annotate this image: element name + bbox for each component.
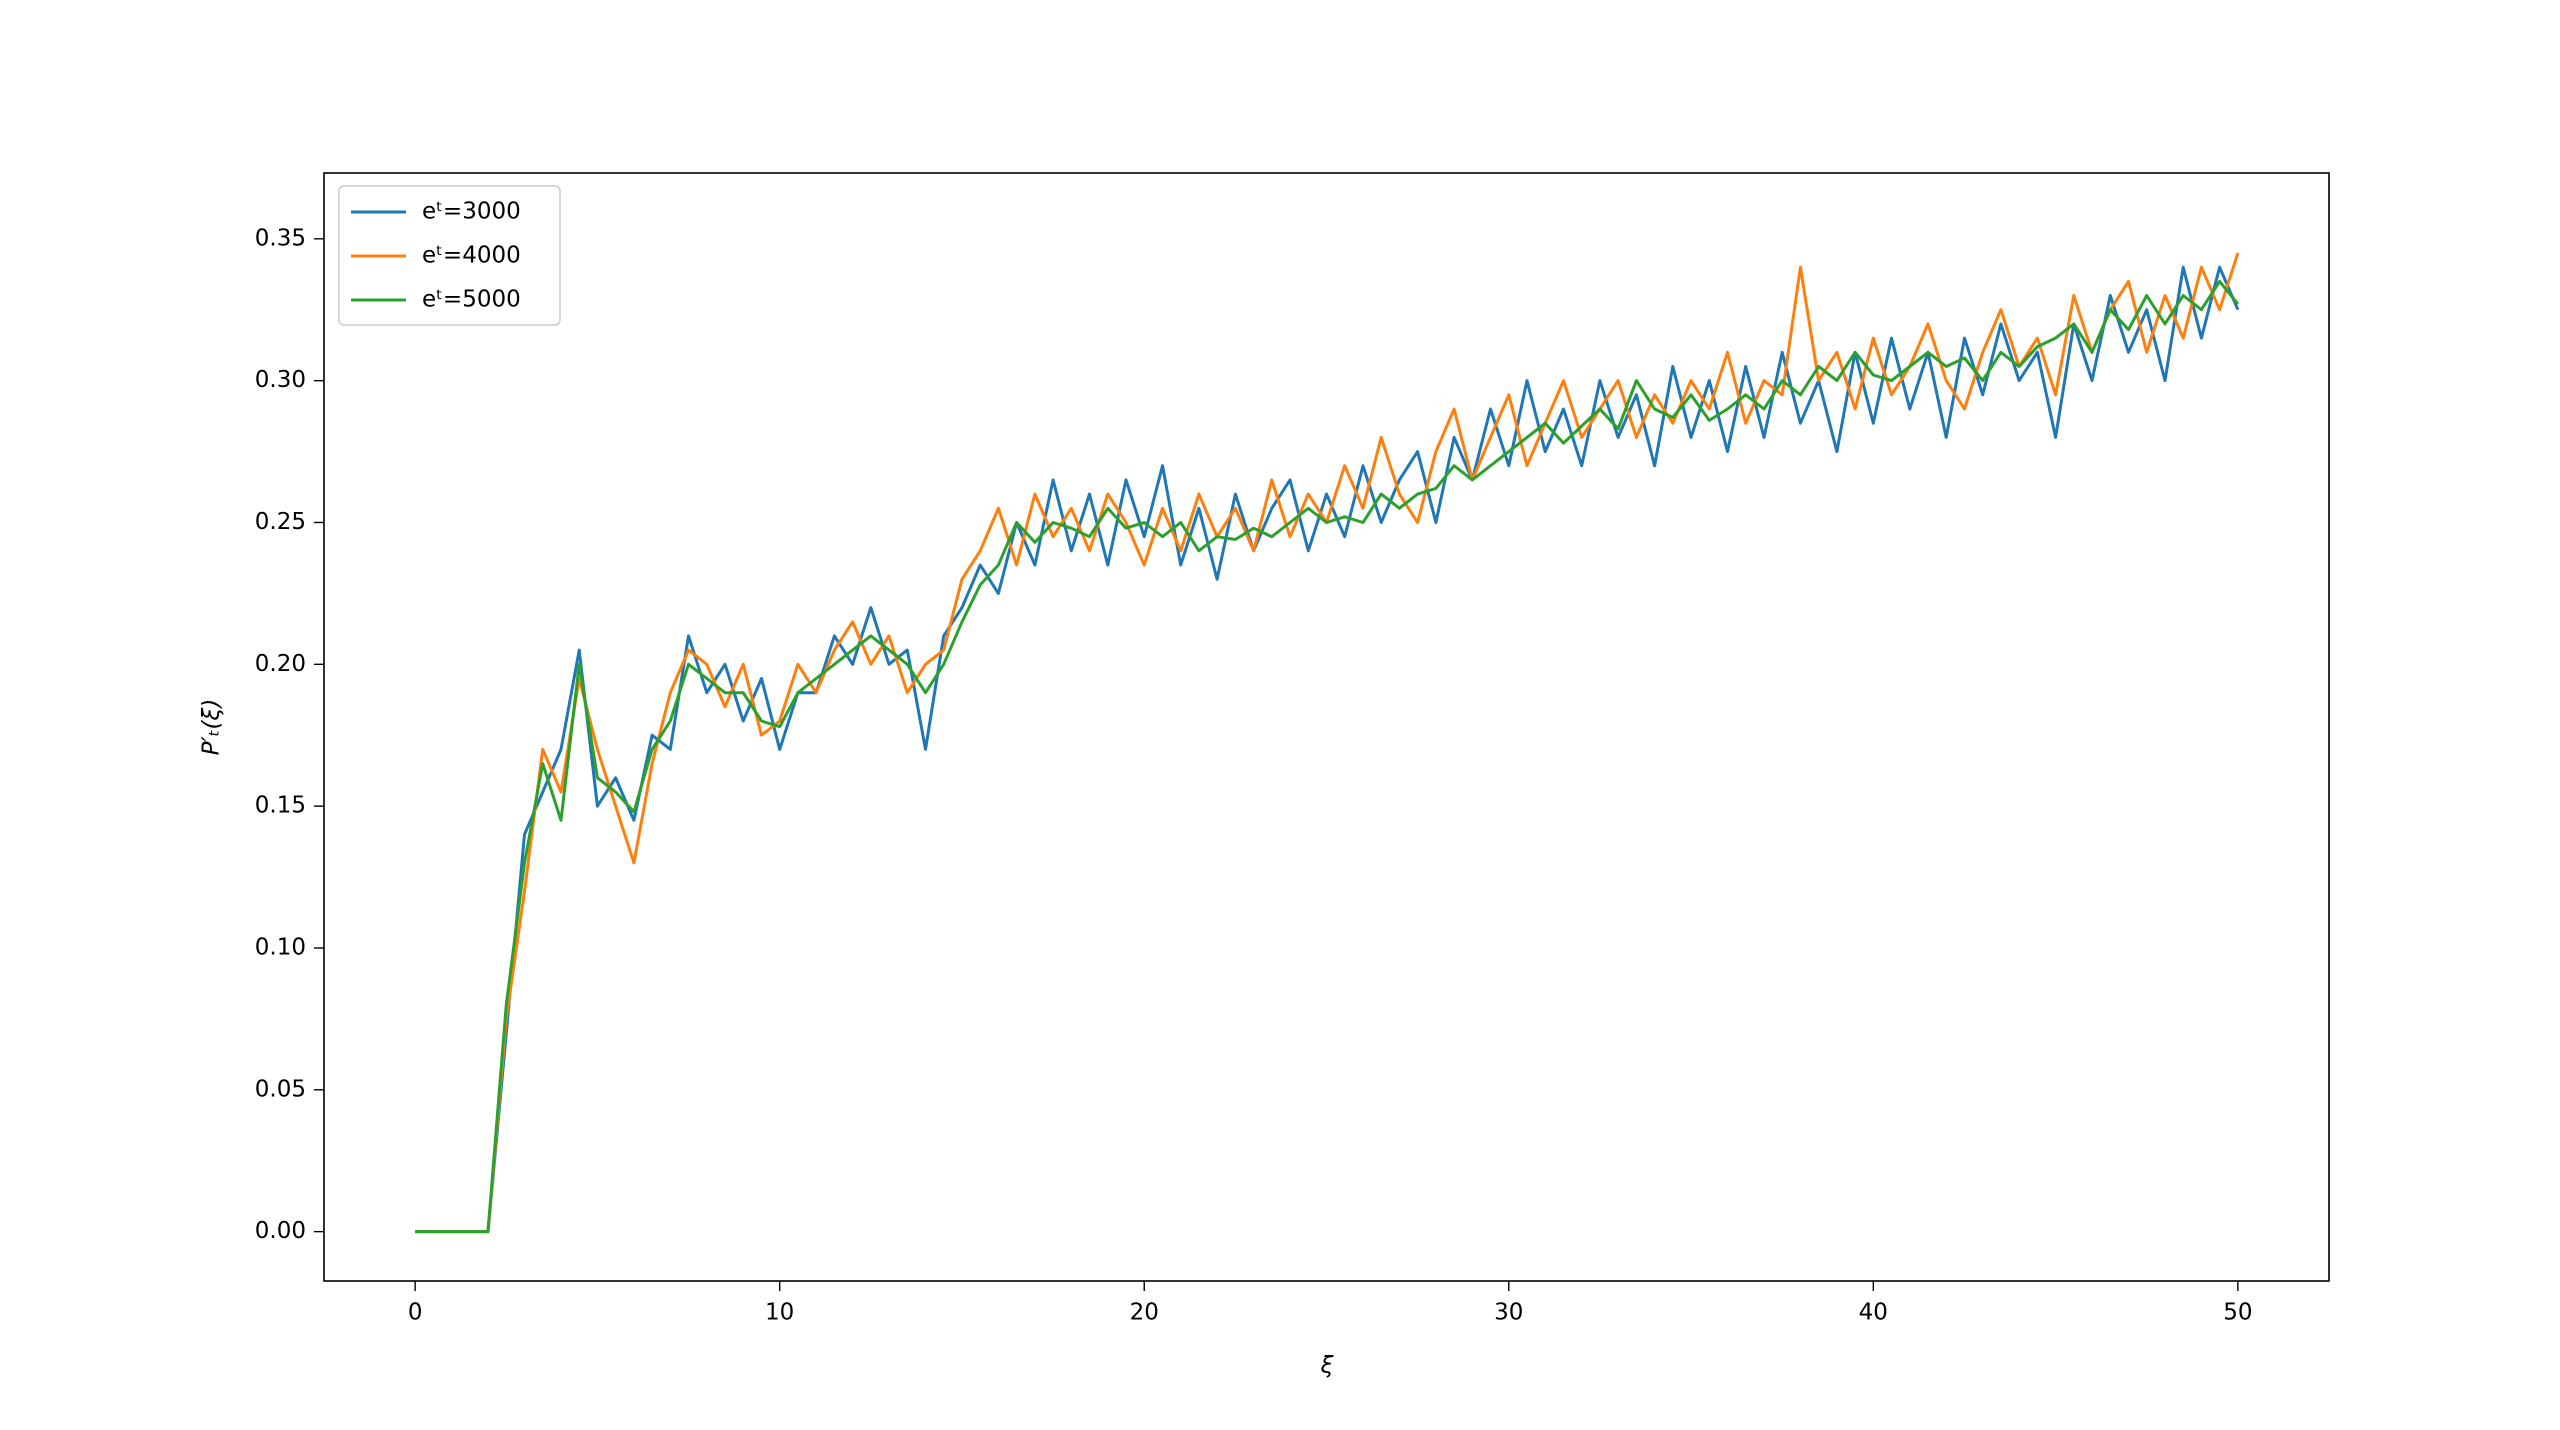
y-tick-label: 0.10 bbox=[255, 934, 306, 960]
y-tick-label: 0.30 bbox=[255, 367, 306, 393]
x-tick-label: 40 bbox=[1859, 1300, 1888, 1326]
series-line bbox=[415, 279, 2240, 1234]
x-tick-label: 50 bbox=[2223, 1300, 2252, 1326]
x-tick-label: 0 bbox=[408, 1300, 423, 1326]
x-tick-label: 30 bbox=[1494, 1300, 1523, 1326]
legend-label: eᵗ=5000 bbox=[422, 287, 521, 313]
y-tick-label: 0.20 bbox=[255, 651, 306, 677]
x-tick-label: 10 bbox=[765, 1300, 794, 1326]
y-tick-label: 0.15 bbox=[255, 793, 306, 819]
legend-label: eᵗ=3000 bbox=[422, 199, 521, 225]
y-tick-label: 0.00 bbox=[255, 1218, 306, 1244]
legend-label: eᵗ=4000 bbox=[422, 243, 521, 269]
x-tick-label: 20 bbox=[1130, 1300, 1159, 1326]
series-line bbox=[415, 252, 2240, 1234]
x-axis-label: ξ bbox=[1320, 1353, 1334, 1379]
legend-box bbox=[338, 185, 561, 326]
y-tick-label: 0.25 bbox=[255, 509, 306, 535]
series-line bbox=[415, 265, 2240, 1234]
y-tick-label: 0.35 bbox=[255, 225, 306, 251]
plot-frame bbox=[323, 172, 2330, 1282]
y-tick-label: 0.05 bbox=[255, 1076, 306, 1102]
y-axis-label: P′ₜ(ξ) bbox=[199, 699, 225, 756]
